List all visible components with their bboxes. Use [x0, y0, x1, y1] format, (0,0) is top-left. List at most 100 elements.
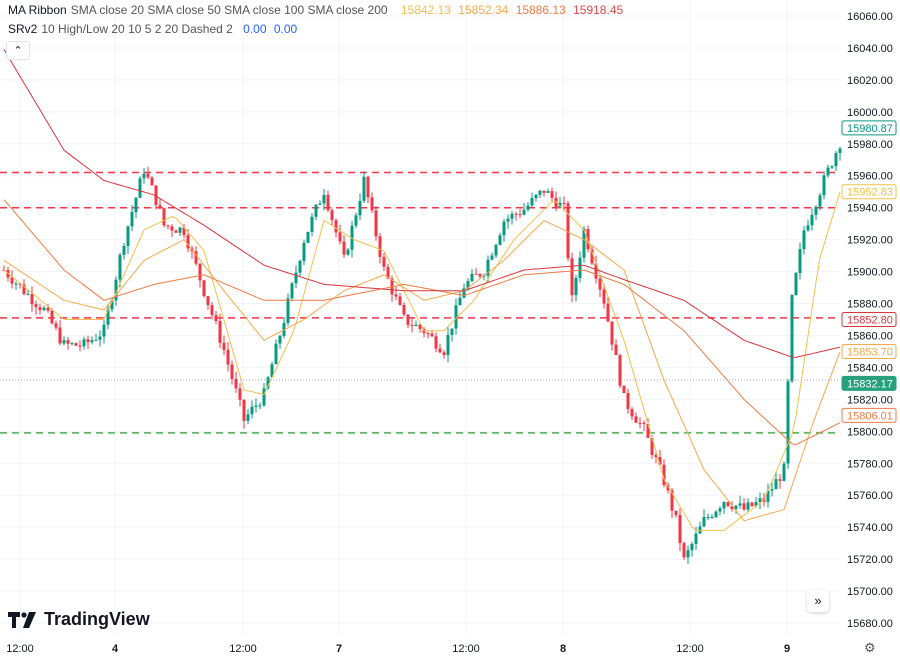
candle-down [30, 293, 34, 305]
x-tick-label: 12:00 [6, 643, 34, 655]
candle-down [170, 226, 174, 231]
candle-down [38, 307, 42, 311]
y-tick-label: 15820.00 [847, 394, 893, 406]
y-tick-label: 15780.00 [847, 458, 893, 470]
candle-up [798, 249, 802, 274]
candle-up [254, 405, 258, 407]
y-tick-label: 15920.00 [847, 235, 893, 247]
x-tick-label: 12:00 [229, 643, 257, 655]
ma20-value: 15842.13 [400, 3, 451, 17]
candle-down [634, 416, 638, 423]
candle-down [166, 225, 170, 227]
candle-down [370, 197, 374, 211]
candle-up [134, 197, 138, 213]
candle-down [222, 342, 226, 350]
gear-icon: ⚙ [864, 640, 876, 655]
y-tick-label: 15720.00 [847, 554, 893, 566]
candle-down [74, 343, 78, 346]
candle-down [378, 236, 382, 257]
candle-down [34, 304, 38, 308]
candle-down [626, 393, 630, 409]
candle-up [690, 543, 694, 551]
candle-down [622, 385, 626, 394]
candle-down [334, 220, 338, 233]
candle-up [122, 245, 126, 255]
scroll-to-realtime-button[interactable]: » [807, 590, 829, 612]
ma-ribbon-legend[interactable]: MA Ribbon SMA close 20 SMA close 50 SMA c… [8, 3, 627, 17]
candle-up [450, 328, 454, 335]
tradingview-logo[interactable]: TradingView [8, 609, 150, 630]
candle-down [410, 325, 414, 327]
srv2-legend[interactable]: SRv2 10 High/Low 20 10 5 2 20 Dashed 2 0.… [8, 22, 301, 36]
candle-down [594, 263, 598, 279]
candle-up [414, 324, 418, 326]
candle-down [670, 490, 674, 511]
candle-down [654, 454, 658, 458]
candle-up [358, 200, 362, 216]
candle-up [102, 324, 106, 337]
collapse-legend-button[interactable]: ⌃ [6, 41, 30, 60]
ma-price-label-box [841, 312, 897, 328]
candle-down [366, 176, 370, 198]
candle-down [550, 191, 554, 198]
candle-up [746, 502, 750, 510]
candle-up [770, 489, 774, 491]
candle-down [518, 214, 522, 216]
current-price-label-box [841, 375, 897, 391]
candle-up [90, 339, 94, 343]
candle-down [210, 305, 214, 316]
y-tick-label: 15940.00 [847, 203, 893, 215]
candle-up [302, 242, 306, 261]
candle-down [554, 197, 558, 208]
candle-up [710, 516, 714, 518]
candle-up [246, 414, 250, 421]
candle-down [742, 503, 746, 510]
candle-down [326, 194, 330, 211]
candle-up [834, 153, 838, 167]
candle-up [838, 148, 842, 154]
candle-up [274, 343, 278, 365]
candle-down [162, 208, 166, 226]
candle-down [430, 333, 434, 337]
candle-down [230, 364, 234, 380]
candle-up [346, 249, 350, 255]
candle-up [454, 305, 458, 329]
candle-up [126, 226, 130, 246]
candle-down [566, 203, 570, 259]
chart-settings-button[interactable]: ⚙ [864, 640, 876, 656]
candle-up [782, 463, 786, 481]
candle-down [46, 307, 50, 311]
ma-ribbon-title: MA Ribbon [8, 3, 67, 17]
candle-up [802, 230, 806, 250]
candle-up [262, 388, 266, 406]
candle-up [806, 225, 810, 231]
candle-down [206, 296, 210, 306]
y-tick-label: 15900.00 [847, 267, 893, 279]
candle-up [538, 190, 542, 195]
candle-down [650, 437, 654, 455]
tradingview-logo-text: TradingView [44, 609, 150, 629]
candle-up [502, 221, 506, 236]
candle-up [462, 288, 466, 298]
ma-price-label-box [841, 343, 897, 359]
candle-down [214, 315, 218, 322]
candle-down [146, 173, 150, 178]
y-tick-label: 15740.00 [847, 522, 893, 534]
candle-down [186, 235, 190, 249]
srv2-value-1: 0.00 [243, 22, 267, 36]
candle-down [10, 277, 14, 284]
candle-down [434, 336, 438, 349]
candle-up [290, 283, 294, 299]
last-high-price-label-box [841, 120, 897, 136]
candle-up [498, 235, 502, 245]
current-price-label: 15832.17 [847, 378, 893, 390]
candle-up [706, 517, 710, 519]
candle-down [150, 177, 154, 186]
y-tick-label: 15800.00 [847, 426, 893, 438]
candle-up [458, 297, 462, 306]
candle-up [794, 273, 798, 295]
candle-up [142, 173, 146, 179]
x-tick-label: 9 [784, 643, 790, 655]
x-tick-label: 8 [560, 643, 566, 655]
